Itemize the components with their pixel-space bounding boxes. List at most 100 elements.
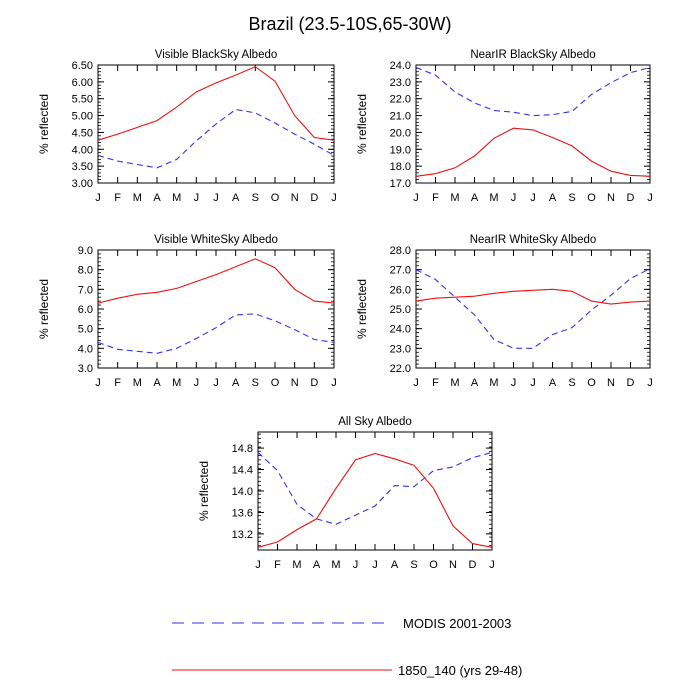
series-line-model — [97, 66, 335, 141]
x-tick-label: M — [489, 192, 498, 204]
x-tick-label: J — [255, 559, 261, 571]
x-tick-label: S — [252, 377, 259, 389]
x-tick-label: A — [471, 192, 479, 204]
x-tick-label: F — [114, 192, 121, 204]
y-axis-label: % reflected — [355, 279, 369, 339]
x-tick-label: S — [568, 377, 575, 389]
y-tick-label: 14.4 — [232, 465, 253, 477]
x-tick-label: D — [469, 559, 477, 571]
series-line-model — [415, 288, 651, 305]
x-tick-label: J — [647, 192, 653, 204]
chart-title: Visible BlackSky Albedo — [155, 49, 278, 61]
y-tick-label: 19.0 — [390, 144, 411, 156]
x-tick-label: A — [391, 559, 399, 571]
x-tick-label: J — [331, 377, 337, 389]
x-tick-label: M — [172, 377, 181, 389]
y-tick-label: 26.0 — [390, 284, 411, 296]
x-tick-label: J — [530, 377, 536, 389]
x-tick-label: J — [194, 192, 200, 204]
x-tick-label: A — [549, 377, 557, 389]
x-tick-label: O — [429, 559, 438, 571]
y-tick-label: 23.0 — [390, 343, 411, 355]
y-tick-label: 3.0 — [78, 363, 93, 375]
x-tick-label: J — [511, 192, 517, 204]
page-title: Brazil (23.5-10S,65-30W) — [248, 14, 451, 34]
x-tick-label: F — [432, 192, 439, 204]
x-tick-label: F — [432, 377, 439, 389]
x-tick-label: A — [549, 192, 557, 204]
x-tick-label: M — [133, 192, 142, 204]
x-tick-label: J — [647, 377, 653, 389]
y-tick-label: 6.00 — [72, 77, 93, 89]
y-tick-label: 14.0 — [232, 486, 253, 498]
y-axis-label: % reflected — [355, 94, 369, 154]
x-tick-label: A — [232, 377, 240, 389]
y-tick-label: 24.0 — [390, 60, 411, 72]
x-tick-label: A — [471, 377, 479, 389]
series-line-modis — [415, 66, 651, 117]
x-tick-label: J — [530, 192, 536, 204]
x-tick-label: A — [313, 559, 321, 571]
y-tick-label: 8.0 — [78, 265, 93, 277]
y-tick-label: 27.0 — [390, 265, 411, 277]
y-tick-label: 6.50 — [72, 60, 93, 72]
y-tick-label: 5.0 — [78, 324, 93, 336]
legend: MODIS 2001-2003 1850_140 (yrs 29-48) — [172, 616, 522, 678]
y-tick-label: 25.0 — [390, 304, 411, 316]
y-axis-label: % reflected — [37, 94, 51, 154]
y-axis-label: % reflected — [197, 461, 211, 521]
y-tick-label: 5.00 — [72, 111, 93, 123]
x-tick-label: J — [413, 377, 419, 389]
x-tick-label: A — [232, 192, 240, 204]
x-tick-label: J — [489, 559, 495, 571]
x-tick-label: J — [95, 377, 101, 389]
series-line-modis — [257, 451, 493, 525]
y-tick-label: 18.0 — [390, 161, 411, 173]
series-line-modis — [415, 268, 651, 349]
x-tick-label: S — [252, 192, 259, 204]
legend-model-label: 1850_140 (yrs 29-48) — [398, 663, 522, 678]
y-tick-label: 7.0 — [78, 284, 93, 296]
x-tick-label: A — [153, 377, 161, 389]
series-line-modis — [97, 313, 335, 354]
y-tick-label: 22.0 — [390, 94, 411, 106]
x-tick-label: M — [450, 192, 459, 204]
x-tick-label: M — [172, 192, 181, 204]
y-tick-label: 28.0 — [390, 245, 411, 257]
x-tick-label: J — [213, 192, 219, 204]
x-tick-label: O — [587, 192, 596, 204]
x-tick-label: D — [310, 377, 318, 389]
y-tick-label: 17.0 — [390, 178, 411, 190]
x-tick-label: J — [413, 192, 419, 204]
y-tick-label: 22.0 — [390, 363, 411, 375]
plot-frame — [415, 249, 651, 369]
x-tick-label: J — [95, 192, 101, 204]
y-tick-label: 14.8 — [232, 443, 253, 455]
x-tick-label: J — [372, 559, 378, 571]
x-tick-label: F — [274, 559, 281, 571]
x-tick-label: O — [271, 192, 280, 204]
x-tick-label: D — [627, 192, 635, 204]
y-tick-label: 3.50 — [72, 161, 93, 173]
x-tick-label: J — [353, 559, 359, 571]
y-tick-label: 13.2 — [232, 529, 253, 541]
y-tick-label: 24.0 — [390, 324, 411, 336]
x-tick-label: J — [194, 377, 200, 389]
chart-title: NearIR BlackSky Albedo — [470, 49, 595, 61]
y-tick-label: 21.0 — [390, 111, 411, 123]
series-line-modis — [97, 108, 335, 169]
y-tick-label: 5.50 — [72, 94, 93, 106]
x-tick-label: M — [133, 377, 142, 389]
y-tick-label: 4.0 — [78, 343, 93, 355]
chart-title: Visible WhiteSky Albedo — [154, 234, 278, 246]
x-tick-label: N — [607, 192, 615, 204]
x-tick-label: N — [291, 192, 299, 204]
series-line-model — [257, 452, 493, 548]
y-tick-label: 9.0 — [78, 245, 93, 257]
